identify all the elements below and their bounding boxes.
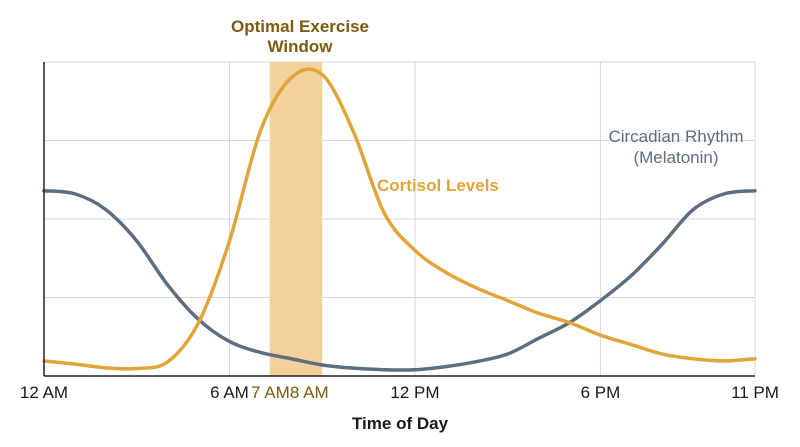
band-label-line1: Optimal Exercise [231, 17, 369, 36]
melatonin-series-label-line1: Circadian Rhythm [608, 127, 743, 146]
grid [44, 61, 756, 376]
melatonin-series-line [42, 188, 757, 372]
cortisol-series-line [42, 67, 757, 371]
x-tick-label-4: 11 PM [731, 383, 779, 402]
band-label-line2: Window [268, 37, 334, 56]
x-tick-label-1: 6 AM [210, 383, 249, 402]
band-layer [269, 62, 323, 376]
x-tick-label-0: 12 AM [20, 383, 68, 402]
x-highlight-tick-label-0: 7 AM [251, 383, 290, 402]
axis-layer: 12 AM 6 AM 12 PM 6 PM 11 PM 7 AM 8 AM [20, 62, 779, 402]
x-axis-title: Time of Day [352, 414, 449, 433]
series-layer [42, 67, 757, 372]
label-layer: Optimal Exercise Window Cortisol Levels … [231, 17, 744, 433]
x-highlight-tick-label-1: 8 AM [290, 383, 329, 402]
x-tick-label-2: 12 PM [390, 383, 439, 402]
x-tick-label-3: 6 PM [581, 383, 621, 402]
melatonin-series-label-line2: (Melatonin) [633, 148, 718, 167]
exercise-window-band [269, 62, 323, 376]
cortisol-series-label: Cortisol Levels [377, 176, 499, 195]
